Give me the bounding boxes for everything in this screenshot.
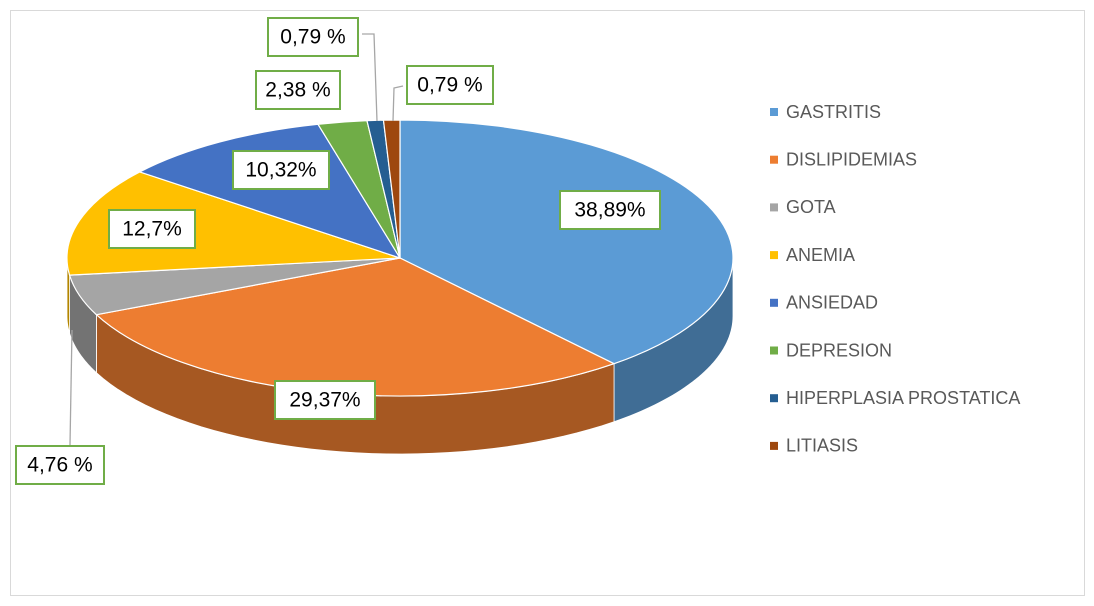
leader-line xyxy=(392,85,404,122)
value-label-box xyxy=(15,445,105,485)
legend-swatch xyxy=(770,108,778,116)
slice xyxy=(382,119,401,259)
slice xyxy=(399,119,734,365)
value-label: 2,38 % xyxy=(265,79,330,102)
leader-line xyxy=(69,329,73,446)
legend-label: ANSIEDAD xyxy=(786,293,878,313)
legend-label: GOTA xyxy=(786,197,836,217)
value-label-box xyxy=(232,150,330,190)
value-label: 10,32% xyxy=(245,159,316,182)
value-label-box xyxy=(274,380,376,420)
value-label-box xyxy=(267,17,359,57)
legend-swatch xyxy=(770,155,778,164)
slice xyxy=(66,171,401,276)
legend-swatch xyxy=(770,394,778,403)
leader-line xyxy=(362,33,378,122)
value-label: 29,37% xyxy=(289,389,360,412)
value-label-box xyxy=(255,70,341,110)
value-label: 4,76 % xyxy=(27,454,92,477)
legend-label: HIPERPLASIA PROSTATICA xyxy=(786,388,1020,408)
value-label: 12,7% xyxy=(122,218,182,241)
value-label-box xyxy=(108,209,196,249)
legend-swatch xyxy=(770,203,778,212)
legend-label: DEPRESION xyxy=(786,340,892,360)
value-label: 0,79 % xyxy=(417,74,482,97)
legend-label: GASTRITIS xyxy=(786,102,881,122)
legend-swatch xyxy=(770,298,778,307)
legend-label: LITIASIS xyxy=(786,436,858,456)
legend-label: DISLIPIDEMIAS xyxy=(786,149,917,169)
legend-swatch xyxy=(770,251,778,260)
legend-swatch xyxy=(770,346,778,355)
value-label: 0,79 % xyxy=(280,26,345,49)
value-label-box xyxy=(406,65,494,105)
value-label: 38,89% xyxy=(574,199,645,222)
legend-swatch xyxy=(770,441,778,450)
value-label-box xyxy=(559,190,661,230)
slice xyxy=(138,123,402,260)
legend-label: ANEMIA xyxy=(786,245,855,265)
